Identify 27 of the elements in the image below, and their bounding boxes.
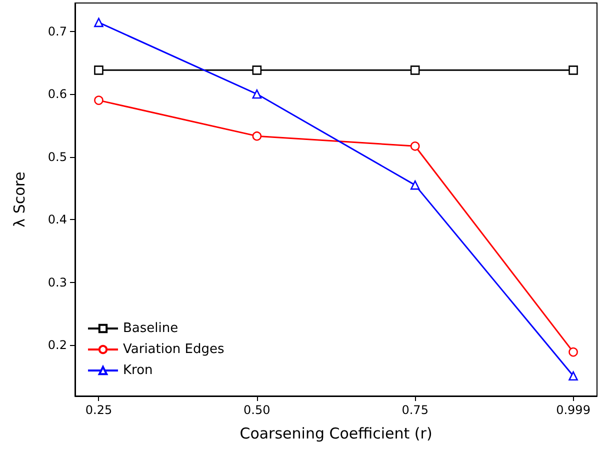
point — [94, 96, 104, 105]
y-tick-label: 0.5 — [48, 150, 67, 164]
x-tick-label: 0.50 — [244, 403, 270, 417]
point — [94, 18, 104, 28]
x-axis-title: Coarsening Coefficient (r) — [240, 424, 432, 442]
point — [410, 141, 420, 151]
x-tick-label: 0.75 — [402, 403, 428, 417]
x-tick-label: 0.999 — [556, 403, 590, 417]
point — [252, 89, 262, 99]
point — [252, 131, 262, 141]
point — [568, 371, 578, 381]
legend-label: Kron — [123, 363, 153, 378]
y-tick-label: 0.6 — [48, 87, 67, 102]
legend-label: Baseline — [123, 321, 178, 336]
y-tick-label: 0.7 — [48, 24, 67, 38]
point — [94, 66, 104, 75]
legend-label: Variation Edges — [123, 342, 225, 357]
x-tick-label: 0.25 — [85, 403, 112, 417]
point — [568, 66, 578, 75]
point — [410, 180, 420, 190]
point — [568, 347, 578, 357]
point — [252, 66, 262, 75]
y-tick-label: 0.3 — [48, 275, 67, 290]
y-tick-label: 0.4 — [48, 212, 67, 227]
y-tick-label: 0.2 — [48, 338, 67, 352]
y-axis-title: λ Score — [10, 172, 28, 228]
point — [410, 66, 420, 75]
